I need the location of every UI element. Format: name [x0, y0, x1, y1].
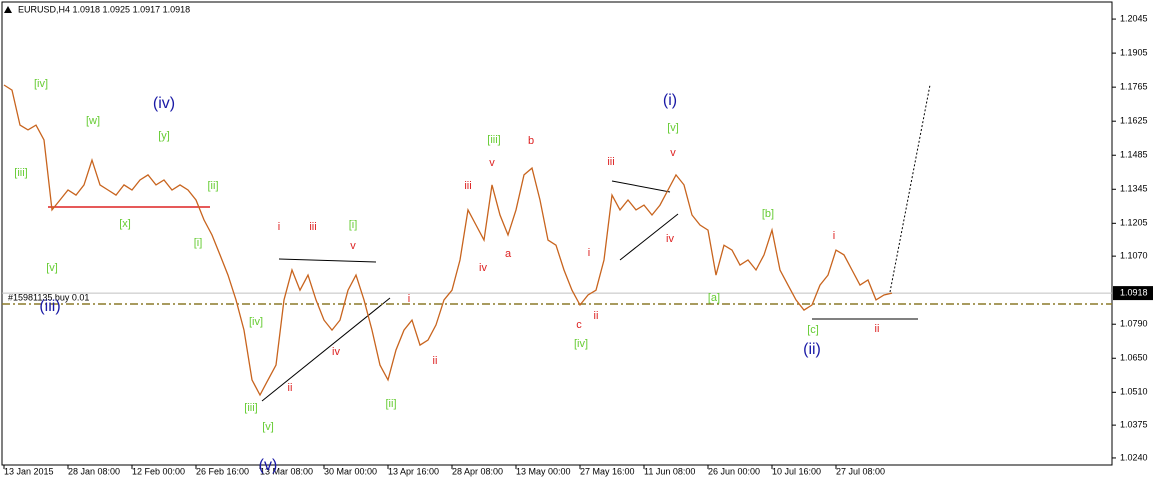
wave-label: iv: [332, 346, 340, 358]
trend-line: [278, 258, 377, 263]
x-tick-label: 30 Mar 00:00: [324, 466, 377, 476]
wave-label: [iv]: [249, 316, 263, 328]
wave-label: [v]: [667, 122, 679, 134]
plot-frame: [1, 1, 1113, 466]
wave-label: (ii): [803, 341, 821, 358]
wave-label: (v): [259, 457, 278, 474]
wave-label: [iv]: [34, 78, 48, 90]
wave-label: c: [576, 319, 582, 331]
y-tick-label: 1.1625: [1120, 116, 1148, 126]
current-price-label: 1.0918: [1120, 287, 1148, 297]
x-tick-label: 13 Jan 2015: [4, 466, 54, 476]
wave-label: ii: [288, 382, 293, 394]
y-tick-label: 1.0510: [1120, 387, 1148, 397]
wave-label: (iii): [39, 298, 60, 315]
x-tick-label: 28 Jan 08:00: [68, 466, 120, 476]
wave-label: (i): [663, 92, 677, 109]
x-tick-label: 28 Apr 08:00: [452, 466, 503, 476]
trend-line: [611, 180, 671, 193]
y-tick-label: 1.0375: [1120, 419, 1148, 429]
y-tick-label: 1.0790: [1120, 319, 1148, 329]
x-tick-label: 27 Jul 08:00: [836, 466, 885, 476]
wave-label: [x]: [119, 218, 131, 230]
x-tick-label: 12 Feb 00:00: [132, 466, 185, 476]
x-tick-label: 13 May 00:00: [516, 466, 571, 476]
wave-label: i: [588, 247, 590, 259]
price-line: [3, 84, 893, 397]
wave-label: [ii]: [386, 398, 397, 410]
y-tick-label: 1.1070: [1120, 251, 1148, 261]
current-price-box: [1113, 286, 1153, 301]
wave-label: [y]: [158, 130, 170, 142]
x-tick-label: 13 Mar 08:00: [260, 466, 313, 476]
wave-label: i: [408, 293, 410, 305]
x-tick-label: 27 May 16:00: [580, 466, 635, 476]
order-label: #15981135 buy 0.01: [8, 292, 89, 302]
chart-title: EURUSD,H4 1.0918 1.0925 1.0917 1.0918: [18, 4, 190, 14]
wave-label: iii: [309, 221, 316, 233]
y-tick-label: 1.1765: [1120, 82, 1148, 92]
wave-label: iii: [607, 156, 614, 168]
y-tick-label: 1.1345: [1120, 184, 1148, 194]
wave-label: ii: [875, 323, 880, 335]
wave-label: [ii]: [208, 180, 219, 192]
y-tick-label: 1.1485: [1120, 150, 1148, 160]
wave-label: iv: [479, 262, 487, 274]
projection-line: [889, 84, 931, 293]
wave-label: b: [528, 135, 534, 147]
wave-label: a: [505, 248, 512, 260]
wave-label: v: [489, 157, 495, 169]
wave-label: ii: [433, 355, 438, 367]
wave-label: [a]: [708, 292, 720, 304]
wave-label: [iii]: [244, 402, 257, 414]
y-tick-label: 1.0240: [1120, 452, 1148, 462]
wave-label: [i]: [349, 219, 358, 231]
x-tick-label: 26 Jun 00:00: [708, 466, 760, 476]
x-tick-label: 26 Feb 16:00: [196, 466, 249, 476]
y-tick-label: 1.0650: [1120, 353, 1148, 363]
trend-line: [619, 213, 679, 261]
wave-label: [b]: [762, 208, 774, 220]
wave-label: iii: [464, 180, 471, 192]
trend-lines: [48, 84, 931, 402]
wave-label: [c]: [807, 324, 819, 336]
x-tick-label: 10 Jul 16:00: [772, 466, 821, 476]
wave-label: [iii]: [487, 134, 500, 146]
wave-label: [w]: [86, 115, 100, 127]
wave-label: i: [278, 221, 280, 233]
wave-label: v: [670, 147, 676, 159]
y-tick-label: 1.1205: [1120, 218, 1148, 228]
wave-label: i: [833, 230, 835, 242]
wave-label: [iv]: [574, 338, 588, 350]
symbol-icon: [4, 6, 12, 13]
wave-label: [iii]: [14, 167, 27, 179]
x-tick-label: 13 Apr 16:00: [388, 466, 439, 476]
y-tick-label: 1.2045: [1120, 13, 1148, 23]
wave-label: [v]: [46, 262, 58, 274]
wave-label: iv: [666, 233, 674, 245]
x-tick-label: 11 Jun 08:00: [644, 466, 695, 476]
wave-label: (iv): [153, 95, 175, 112]
y-tick-label: 1.1905: [1120, 47, 1148, 57]
wave-label: [v]: [262, 421, 274, 433]
wave-label: v: [350, 240, 356, 252]
wave-label: [i]: [194, 237, 203, 249]
wave-label: ii: [594, 310, 599, 322]
